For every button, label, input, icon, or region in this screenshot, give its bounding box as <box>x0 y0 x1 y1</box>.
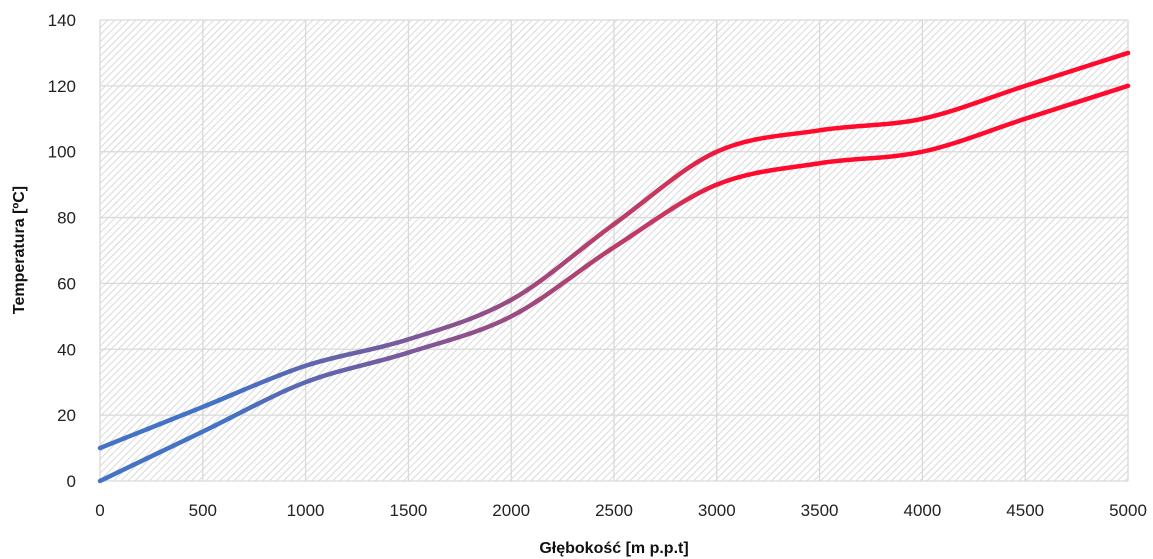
series-group <box>97 50 1131 484</box>
x-tick-label: 3000 <box>698 501 736 520</box>
x-tick-label: 2500 <box>595 501 633 520</box>
x-tick-label: 2000 <box>492 501 530 520</box>
x-tick-label: 4500 <box>1006 501 1044 520</box>
y-tick-label: 120 <box>48 77 76 96</box>
y-tick-label: 40 <box>57 340 76 359</box>
x-tick-label: 0 <box>95 501 104 520</box>
y-axis-title: Temperatura [ºC] <box>11 186 28 314</box>
y-tick-label: 60 <box>57 274 76 293</box>
x-tick-label: 3500 <box>801 501 839 520</box>
x-tick-label: 5000 <box>1109 501 1147 520</box>
grid-lines <box>99 19 1129 482</box>
y-tick-labels: 0 20 40 60 80 100 120 140 <box>48 11 76 491</box>
x-tick-labels: 0 500 1000 1500 2000 2500 3000 3500 4000 4500 5000 <box>95 501 1147 520</box>
x-tick-label: 1500 <box>389 501 427 520</box>
y-tick-label: 100 <box>48 143 76 162</box>
x-tick-label: 4000 <box>903 501 941 520</box>
y-tick-label: 0 <box>67 472 76 491</box>
series-line-2 <box>97 83 1131 484</box>
x-axis-title: Głębokość [m p.p.t] <box>539 540 688 557</box>
y-tick-label: 140 <box>48 11 76 30</box>
y-tick-label: 80 <box>57 209 76 228</box>
x-tick-label: 500 <box>189 501 217 520</box>
y-tick-label: 20 <box>57 406 76 425</box>
series-line-1 <box>97 50 1131 451</box>
x-tick-label: 1000 <box>287 501 325 520</box>
